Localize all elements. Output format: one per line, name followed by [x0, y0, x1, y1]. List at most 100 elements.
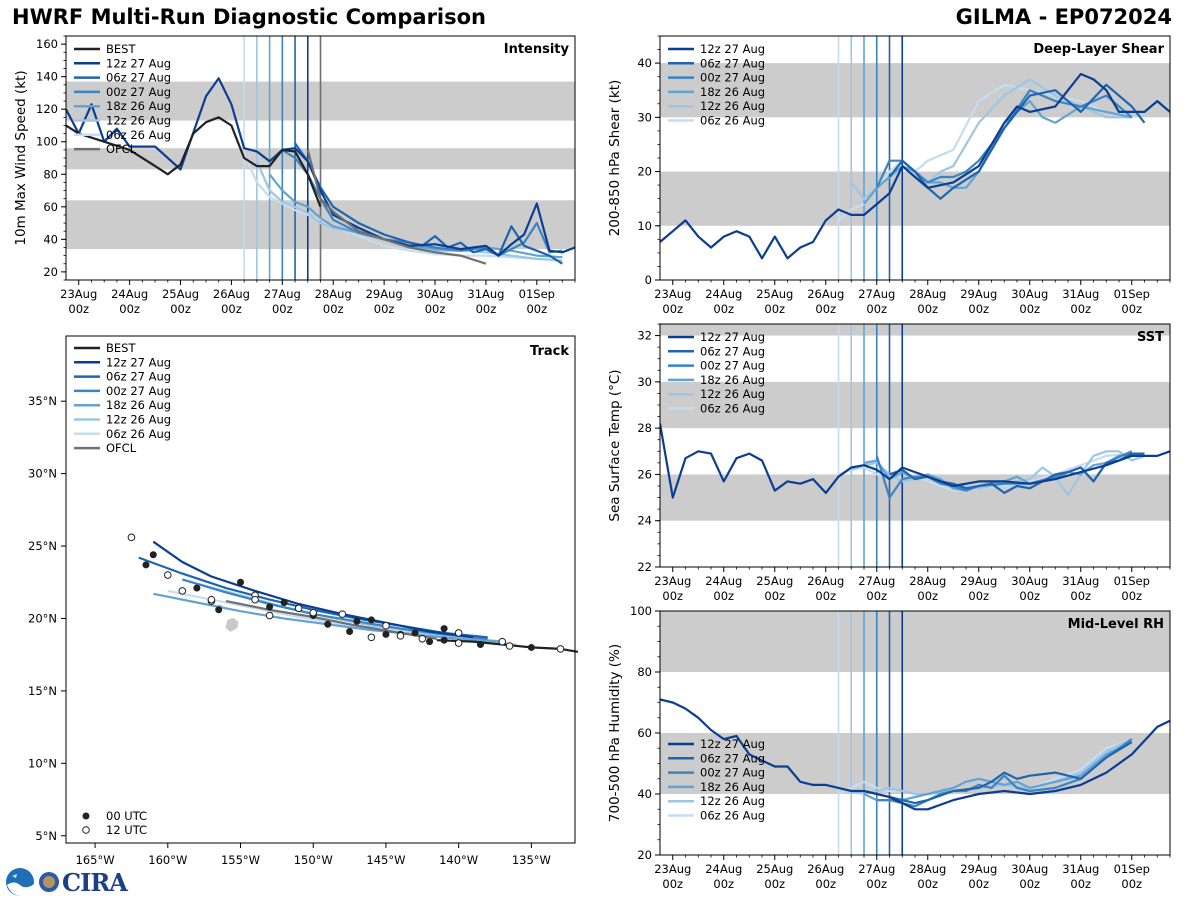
intensity-ylabel: 10m Max Wind Speed (kt) — [13, 70, 29, 245]
rh-legend-label: 00z 27 Aug — [700, 766, 765, 780]
intensity-xtick-label: 00z — [526, 302, 547, 316]
sst-xtick-label: 00z — [917, 589, 938, 603]
panel-shear: 01020304023Aug00z24Aug00z25Aug00z26Aug00… — [607, 35, 1171, 316]
rh-xtick-label: 00z — [1121, 877, 1142, 891]
rh-legend-label: 12z 27 Aug — [700, 737, 765, 751]
intensity-legend-label: BEST — [106, 42, 136, 56]
rh-xtick-label: 26Aug — [807, 862, 844, 876]
track-xtick-label: 135°W — [512, 853, 551, 867]
track-point-00utc — [382, 630, 390, 638]
shear-xtick-label: 28Aug — [909, 287, 946, 301]
rh-ytick-label: 60 — [637, 726, 652, 740]
track-point-12utc — [164, 571, 172, 579]
rh-xtick-label: 29Aug — [960, 862, 997, 876]
track-legend-label: BEST — [106, 341, 136, 355]
rh-xtick-label: 00z — [866, 877, 887, 891]
shear-xtick-label: 00z — [1070, 302, 1091, 316]
sst-band-2 — [660, 324, 1170, 336]
intensity-xtick-label: 27Aug — [264, 287, 301, 301]
track-point-00utc — [440, 625, 448, 633]
track-point-12utc — [367, 633, 376, 642]
shear-xtick-label: 00z — [866, 302, 887, 316]
track-point-00utc — [142, 561, 150, 569]
intensity-xtick-label: 31Aug — [467, 287, 504, 301]
shear-xtick-label: 00z — [1121, 302, 1142, 316]
sst-ytick-label: 30 — [637, 375, 652, 389]
rh-ytick-label: 20 — [637, 848, 652, 862]
shear-ytick-label: 0 — [645, 273, 652, 287]
sst-ytick-label: 28 — [637, 421, 652, 435]
shear-xtick-label: 00z — [815, 302, 836, 316]
rh-series-group — [660, 698, 1170, 811]
track-point-12utc — [265, 611, 274, 620]
rh-series-12z-27-aug — [660, 698, 1170, 811]
track-ytick-label: 35°N — [28, 394, 57, 408]
intensity-ytick-label: 60 — [43, 200, 58, 214]
sst-xtick-label: 00z — [764, 589, 785, 603]
track-legend-label: 18z 26 Aug — [106, 398, 171, 412]
intensity-xtick-label: 00z — [170, 302, 191, 316]
panel-sst: 22242628303223Aug00z24Aug00z25Aug00z26Au… — [607, 323, 1171, 603]
sst-xtick-label: 31Aug — [1062, 574, 1099, 588]
track-point-00utc — [346, 628, 354, 636]
intensity-series-ofcl — [306, 149, 487, 265]
legend-label-00utc: 00 UTC — [106, 809, 147, 823]
track-ytick-label: 10°N — [28, 756, 57, 770]
legend-label-12utc: 12 UTC — [106, 823, 147, 837]
track-ytick-label: 5°N — [35, 829, 57, 843]
track-xtick-label: 145°W — [366, 853, 405, 867]
track-ytick-label: 15°N — [28, 684, 57, 698]
track-xtick-label: 165°W — [76, 853, 115, 867]
track-point-12utc — [454, 629, 463, 637]
track-point-00utc — [237, 578, 245, 586]
shear-legend-label: 12z 26 Aug — [700, 99, 765, 113]
track-xtick-label: 155°W — [221, 853, 260, 867]
panel-intensity: 2040608010012014016023Aug00z24Aug00z25Au… — [13, 35, 576, 316]
rh-legend-label: 12z 26 Aug — [700, 794, 765, 808]
sst-series-12z-27-aug — [660, 423, 1170, 499]
track-point-12utc — [418, 634, 427, 643]
shear-ytick-label: 20 — [637, 165, 652, 179]
sst-ytick-label: 22 — [637, 560, 652, 574]
sst-xtick-label: 30Aug — [1011, 574, 1048, 588]
sst-xtick-label: 24Aug — [705, 574, 742, 588]
track-xtick-label: 160°W — [148, 853, 187, 867]
intensity-xtick-label: 28Aug — [315, 287, 352, 301]
rh-ylabel: 700-500 hPa Humidity (%) — [607, 644, 623, 822]
track-ofcl — [225, 600, 437, 640]
shear-series-06z-27-aug — [888, 83, 1146, 200]
noaa-icon — [6, 868, 34, 897]
intensity-series-00z-27-aug — [281, 148, 563, 257]
panel-rh: 2040608010023Aug00z24Aug00z25Aug00z26Aug… — [607, 604, 1171, 891]
sst-band-1 — [660, 381, 1170, 429]
intensity-ytick-label: 120 — [36, 102, 58, 116]
rh-ytick-label: 100 — [630, 604, 652, 618]
track-point-00utc — [149, 551, 157, 559]
sst-legend-label: 18z 26 Aug — [700, 373, 765, 387]
rh-xtick-label: 00z — [662, 877, 683, 891]
track-point-00utc — [440, 636, 448, 644]
shear-xtick-label: 25Aug — [756, 287, 793, 301]
shear-xtick-label: 23Aug — [654, 287, 691, 301]
intensity-xtick-label: 26Aug — [213, 287, 250, 301]
sst-series-06z-26-aug — [838, 452, 1132, 492]
logo-text: CIRA — [62, 867, 128, 897]
rh-xtick-label: 00z — [968, 877, 989, 891]
sst-xtick-label: 00z — [866, 589, 887, 603]
intensity-xtick-label: 24Aug — [111, 287, 148, 301]
intensity-legend-label: OFCL — [106, 142, 137, 156]
shear-series-18z-26-aug — [863, 99, 1133, 205]
shear-legend-label: 00z 27 Aug — [700, 71, 765, 85]
globe-icon — [39, 872, 59, 892]
rh-xtick-label: 23Aug — [654, 862, 691, 876]
intensity-ytick-label: 160 — [36, 37, 58, 51]
track-point-12utc — [127, 533, 136, 542]
track-frame — [65, 335, 576, 844]
rh-series-00z-27-aug — [876, 738, 1133, 808]
rh-xtick-label: 00z — [1070, 877, 1091, 891]
sst-xtick-label: 00z — [1019, 589, 1040, 603]
shear-xtick-label: 30Aug — [1011, 287, 1048, 301]
rh-title: Mid-Level RH — [1068, 617, 1164, 632]
track-point-12utc — [251, 595, 259, 604]
sst-ytick-label: 26 — [637, 467, 652, 481]
